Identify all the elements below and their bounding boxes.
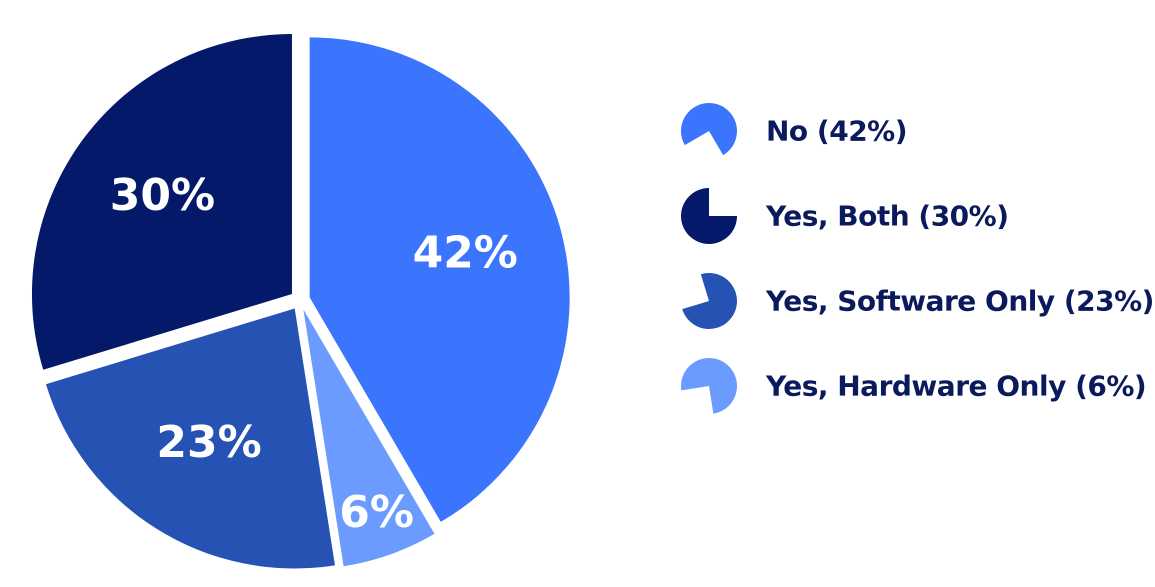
legend-swatch-yes-hardware-only — [681, 358, 737, 414]
pie-slice-yes-hardware-only — [303, 309, 435, 567]
pie-slice-yes-both — [31, 34, 292, 370]
legend-label-yes-software-only: Yes, Software Only (23%) — [766, 284, 1154, 318]
legend-label-yes-hardware-only: Yes, Hardware Only (6%) — [766, 369, 1147, 403]
pie-slice-label-yes-hardware-only: 6% — [339, 487, 414, 538]
pie-slice-icon — [681, 358, 737, 414]
pie-slice-yes-software-only — [45, 308, 335, 569]
pie-slice-label-no: 42% — [413, 227, 518, 278]
pie-slice-label-yes-both: 30% — [110, 170, 215, 221]
pie-slice-no — [309, 37, 570, 522]
pie-slices — [31, 34, 570, 569]
pie-slice-labels: 42% 6% 23% 30% — [110, 170, 518, 538]
legend-label-no: No (42%) — [766, 114, 908, 148]
chart-legend: No (42%) Yes, Both (30%) Yes, Software Onl… — [680, 102, 1154, 442]
pie-slice-icon — [682, 273, 737, 329]
legend-swatch-no — [681, 103, 737, 156]
legend-swatch-yes-software-only — [682, 273, 737, 329]
pie-slice-label-yes-software-only: 23% — [156, 417, 261, 468]
legend-item-no: No (42%) — [680, 102, 1150, 160]
legend-item-yes-both: Yes, Both (30%) — [680, 187, 1150, 245]
legend-swatch-yes-both — [681, 188, 737, 244]
legend-label-yes-both: Yes, Both (30%) — [766, 199, 1009, 233]
legend-item-yes-hardware-only: Yes, Hardware Only (6%) — [680, 357, 1150, 415]
legend-item-yes-software-only: Yes, Software Only (23%) — [680, 272, 1154, 330]
pie-slice-icon — [681, 188, 737, 244]
pie-chart-svg: 42% 6% 23% 30% — [31, 34, 570, 569]
pie-slice-icon — [681, 103, 737, 156]
